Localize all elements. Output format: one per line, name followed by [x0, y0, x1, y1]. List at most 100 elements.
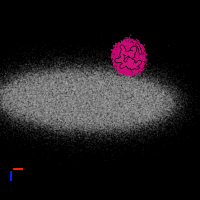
- Point: [79, 80, 82, 83]
- Point: [57, 118, 60, 121]
- Point: [13, 75, 16, 78]
- Point: [64, 102, 67, 106]
- Point: [67, 106, 70, 109]
- Point: [137, 118, 141, 121]
- Point: [164, 104, 167, 107]
- Point: [65, 73, 68, 77]
- Point: [75, 87, 79, 90]
- Point: [108, 131, 111, 134]
- Point: [147, 111, 150, 114]
- Point: [95, 97, 99, 100]
- Point: [128, 115, 131, 118]
- Point: [36, 117, 39, 120]
- Point: [37, 80, 40, 83]
- Point: [106, 81, 109, 84]
- Point: [153, 102, 157, 105]
- Point: [12, 101, 15, 104]
- Point: [95, 93, 98, 96]
- Point: [78, 119, 81, 123]
- Point: [31, 88, 34, 91]
- Point: [149, 75, 152, 79]
- Point: [108, 76, 111, 80]
- Point: [81, 107, 84, 110]
- Point: [149, 117, 152, 120]
- Point: [20, 132, 23, 135]
- Point: [138, 108, 141, 112]
- Point: [56, 119, 59, 122]
- Point: [92, 145, 96, 148]
- Point: [124, 107, 127, 111]
- Point: [32, 73, 35, 77]
- Point: [100, 93, 103, 96]
- Point: [152, 93, 156, 96]
- Point: [129, 89, 132, 92]
- Point: [77, 90, 80, 93]
- Point: [159, 96, 162, 99]
- Point: [121, 97, 124, 100]
- Point: [64, 118, 68, 121]
- Point: [8, 72, 12, 75]
- Point: [43, 103, 46, 107]
- Point: [92, 97, 95, 101]
- Point: [88, 91, 92, 94]
- Point: [100, 89, 103, 92]
- Point: [87, 101, 91, 104]
- Point: [0, 104, 3, 107]
- Point: [102, 107, 106, 110]
- Point: [152, 80, 155, 84]
- Point: [93, 120, 96, 123]
- Point: [56, 77, 59, 80]
- Point: [79, 91, 83, 94]
- Point: [65, 100, 68, 103]
- Point: [100, 82, 103, 85]
- Point: [116, 131, 120, 134]
- Point: [148, 79, 152, 82]
- Point: [85, 76, 88, 79]
- Point: [61, 132, 64, 135]
- Point: [10, 107, 13, 110]
- Point: [28, 83, 31, 86]
- Point: [95, 81, 98, 85]
- Point: [102, 81, 105, 85]
- Point: [141, 47, 144, 50]
- Point: [67, 82, 71, 86]
- Point: [8, 81, 11, 84]
- Point: [5, 94, 8, 97]
- Point: [151, 93, 154, 97]
- Point: [35, 82, 39, 86]
- Point: [114, 99, 117, 102]
- Point: [119, 84, 122, 87]
- Point: [82, 139, 85, 143]
- Point: [65, 106, 68, 110]
- Point: [62, 97, 65, 100]
- Point: [53, 92, 56, 95]
- Point: [4, 90, 7, 93]
- Point: [132, 72, 135, 75]
- Point: [45, 102, 49, 106]
- Point: [92, 81, 95, 84]
- Point: [114, 119, 117, 122]
- Point: [33, 73, 36, 77]
- Point: [102, 67, 105, 71]
- Point: [133, 102, 136, 105]
- Point: [100, 96, 103, 100]
- Point: [146, 71, 150, 74]
- Point: [188, 94, 191, 98]
- Point: [93, 102, 96, 106]
- Point: [15, 90, 18, 93]
- Point: [139, 90, 142, 93]
- Point: [110, 101, 114, 104]
- Point: [88, 145, 91, 148]
- Point: [68, 107, 71, 110]
- Point: [43, 83, 47, 87]
- Point: [13, 103, 16, 106]
- Point: [130, 111, 133, 114]
- Point: [165, 110, 169, 114]
- Point: [7, 100, 10, 103]
- Point: [135, 107, 138, 110]
- Point: [144, 108, 148, 111]
- Point: [75, 77, 78, 80]
- Point: [89, 126, 92, 129]
- Point: [25, 105, 28, 108]
- Point: [146, 130, 150, 134]
